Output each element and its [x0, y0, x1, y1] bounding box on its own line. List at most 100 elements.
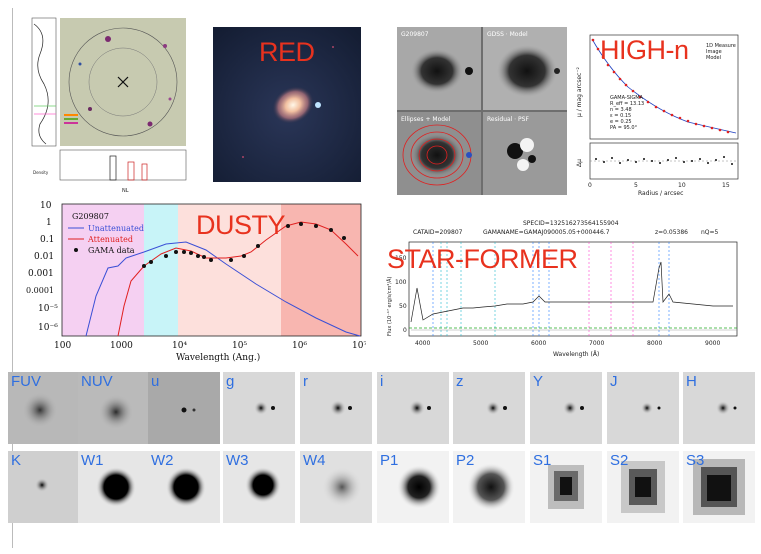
sed-xlabel: Wavelength (Ang.) — [176, 352, 260, 363]
spectrum-cataid: CATAID=209807 — [413, 229, 463, 236]
cutout-label-w3: W3 — [226, 452, 249, 469]
cutout-label-z: z — [456, 373, 464, 390]
cutout-h: H — [683, 372, 755, 444]
sky-map-figure: NL Density — [30, 14, 190, 194]
red-galaxy-image — [213, 27, 361, 182]
cutout-nuv: NUV — [78, 372, 150, 444]
sed-panel: G209807 Unattenuated Attenuated GAMA dat… — [26, 196, 366, 366]
spectrum-ylabel: Flux (10⁻¹⁷ erg/s/cm²/Å) — [386, 277, 393, 336]
cutout-s2: S2 — [607, 451, 679, 523]
sed-legend-attenuated: Attenuated — [87, 235, 133, 244]
cutout-label-g: g — [226, 373, 235, 390]
cutout-w4: W4 — [300, 451, 372, 523]
profile-param-5: PA = 95.0° — [610, 125, 638, 131]
cutout-label-h: H — [686, 373, 697, 390]
cutout-label-w2: W2 — [151, 452, 174, 469]
sed-ytick-5: 0.0001 — [26, 286, 54, 295]
profile-xtick-3: 15 — [722, 182, 730, 189]
cutout-label-p2: P2 — [456, 452, 475, 469]
profile-xtick-2: 10 — [678, 182, 686, 189]
fit-panel-title-3: Ellipses + Model — [401, 116, 451, 123]
left-margin-line — [12, 8, 13, 548]
cutout-p1: P1 — [377, 451, 449, 523]
sed-ytick-3: 0.01 — [34, 252, 54, 262]
cutout-label-p1: P1 — [380, 452, 399, 469]
cutout-label-j: J — [610, 373, 618, 390]
sed-ytick-1: 1 — [46, 218, 52, 228]
spectrum-xlabel: Wavelength (Å) — [553, 351, 599, 358]
profile-xlabel: Radius / arcsec — [638, 190, 683, 197]
spectrum-gamaname: GAMANAME=GAMAJ090005.05+000446.7 — [483, 229, 610, 236]
cutout-label-s3: S3 — [686, 452, 705, 469]
spectrum-specid: SPECID=132516273564155904 — [523, 220, 619, 227]
profile-ylabel-top: μ / mag arcsec⁻² — [576, 67, 583, 117]
spectrum-xtick-1: 5000 — [473, 340, 488, 347]
high-n-label: HIGH-n — [600, 35, 689, 65]
cutout-fuv: FUV — [8, 372, 80, 444]
fit-panel-title-4: Residual ⋅ PSF — [487, 116, 529, 123]
spectrum-xtick-4: 8000 — [647, 340, 662, 347]
cutout-label-w4: W4 — [303, 452, 326, 469]
cutout-u: u — [148, 372, 220, 444]
spectrum-ytick-2: 50 — [399, 303, 407, 310]
cutout-label-s1: S1 — [533, 452, 552, 469]
cutout-w1: W1 — [78, 451, 150, 523]
density-label: Density — [33, 170, 49, 175]
sed-xtick-1: 1000 — [110, 341, 133, 351]
spectrum-xtick-3: 7000 — [589, 340, 604, 347]
profile-panel: GAMA-SIGMA R_eff = 13.13 n = 3.48 ε = 0.… — [568, 27, 743, 197]
profile-xtick-0: 0 — [588, 182, 592, 189]
fit-panel-title-2: GDSS ⋅ Model — [487, 31, 528, 38]
cutout-label-u: u — [151, 373, 160, 390]
spectrum-nq: nQ=5 — [701, 229, 719, 236]
cutout-label-fuv: FUV — [11, 373, 41, 390]
image-fit-figure: G209807 GDSS ⋅ Model Ellipses + Model Re… — [397, 27, 567, 195]
cutout-label-w1: W1 — [81, 452, 104, 469]
histogram-x-label: NL — [122, 188, 129, 194]
sed-xtick-5: 10⁷ — [352, 341, 366, 351]
profile-legend-1: Image — [706, 49, 722, 55]
profile-legend-0: 1D Measure — [706, 43, 736, 49]
cutout-label-s2: S2 — [610, 452, 629, 469]
sed-ytick-4: 0.001 — [28, 269, 54, 279]
cutout-label-nuv: NUV — [81, 373, 113, 390]
profile-ylabel-bottom: Δμ — [576, 159, 583, 167]
sed-plot: G209807 Unattenuated Attenuated GAMA dat… — [26, 201, 366, 363]
spectrum-ytick-0: 150 — [395, 255, 407, 262]
sed-ytick-2: 0.1 — [40, 235, 54, 245]
cutout-k: K — [8, 451, 80, 523]
profile-xtick-1: 5 — [634, 182, 638, 189]
sed-xtick-2: 10⁴ — [172, 341, 187, 351]
cutout-label-y: Y — [533, 373, 544, 390]
spectrum-xtick-2: 6000 — [531, 340, 546, 347]
surface-brightness-profile: GAMA-SIGMA R_eff = 13.13 n = 3.48 ε = 0.… — [576, 34, 739, 197]
profile-param-0: GAMA-SIGMA — [610, 95, 644, 101]
star-former-label: STAR-FORMER — [387, 244, 578, 274]
spectrum-plot: SPECID=132516273564155904 CATAID=209807 … — [386, 220, 738, 358]
spectrum-xtick-5: 9000 — [705, 340, 720, 347]
profile-param-2: n = 3.48 — [610, 107, 632, 113]
cutout-z: z — [453, 372, 525, 444]
cutout-s3: S3 — [683, 451, 755, 523]
cutout-y: Y — [530, 372, 602, 444]
sed-ytick-0: 10 — [40, 201, 52, 211]
cutout-label-r: r — [303, 373, 308, 390]
image-fit-panel: G209807 GDSS ⋅ Model Ellipses + Model Re… — [397, 27, 567, 195]
fit-panel-title-1: G209807 — [401, 31, 429, 38]
cutout-i: i — [377, 372, 449, 444]
sed-ytick-7: 10⁻⁶ — [38, 323, 58, 333]
red-galaxy-panel: RED — [213, 27, 361, 182]
profile-legend-2: Model — [706, 55, 721, 61]
sed-xtick-3: 10⁵ — [232, 341, 247, 351]
sed-galaxy-id: G209807 — [72, 212, 109, 221]
red-label: RED — [259, 37, 315, 67]
sed-xtick-0: 100 — [54, 341, 71, 351]
spectrum-z: z=0.05386 — [655, 229, 688, 236]
cutout-p2: P2 — [453, 451, 525, 523]
cutout-r: r — [300, 372, 372, 444]
cutout-g: g — [223, 372, 295, 444]
profile-param-3: ε = 0.15 — [610, 113, 631, 119]
spectrum-ytick-3: 0 — [403, 327, 407, 334]
cutout-label-i: i — [380, 373, 384, 390]
cutout-w2: W2 — [148, 451, 220, 523]
